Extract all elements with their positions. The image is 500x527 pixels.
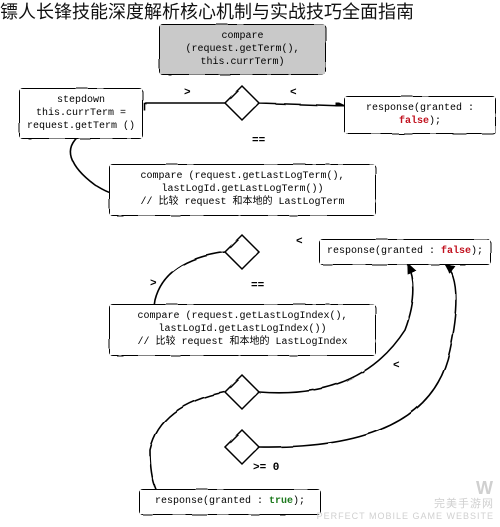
edge-label-6: < [393,360,400,372]
edge-1 [144,103,225,110]
decision-d4 [225,430,259,464]
node-n2: response(granted : false); [345,97,495,133]
edge-12 [150,392,225,502]
flowchart: compare (request.getTerm(), this.currTer… [0,0,500,527]
watermark-logo: W [317,481,494,495]
node-n6: response(granted : true); [140,490,320,514]
edge-label-2: == [252,135,265,147]
edge-3 [259,103,345,106]
watermark-en: PERFECT MOBILE GAME WEBSITE [317,511,494,521]
node-n0: compare (request.getTerm(), this.currTer… [160,25,325,74]
edge-label-0: > [184,87,191,99]
edge-label-1: < [290,87,297,99]
edge-label-3: < [296,236,303,248]
edge-15 [259,264,456,447]
node-n1: stepdown this.currTerm = request.getTerm… [20,89,142,138]
edge-label-5: == [251,280,264,292]
node-n5: compare (request.getLastLogIndex(), last… [110,305,375,355]
decision-d1 [225,86,259,120]
decision-d3 [225,375,259,409]
edge-label-7: >= 0 [253,462,279,474]
decision-d2 [225,235,259,269]
page-title: 镖人长锋技能深度解析核心机制与实战技巧全面指南 [0,0,414,24]
node-n4: response(granted : false); [320,240,490,264]
watermark: W 完美手游网 PERFECT MOBILE GAME WEBSITE [317,481,494,521]
node-n3: compare (request.getLastLogTerm(), lastL… [110,165,375,215]
edge-label-4: > [150,278,157,290]
watermark-cn: 完美手游网 [317,495,494,511]
